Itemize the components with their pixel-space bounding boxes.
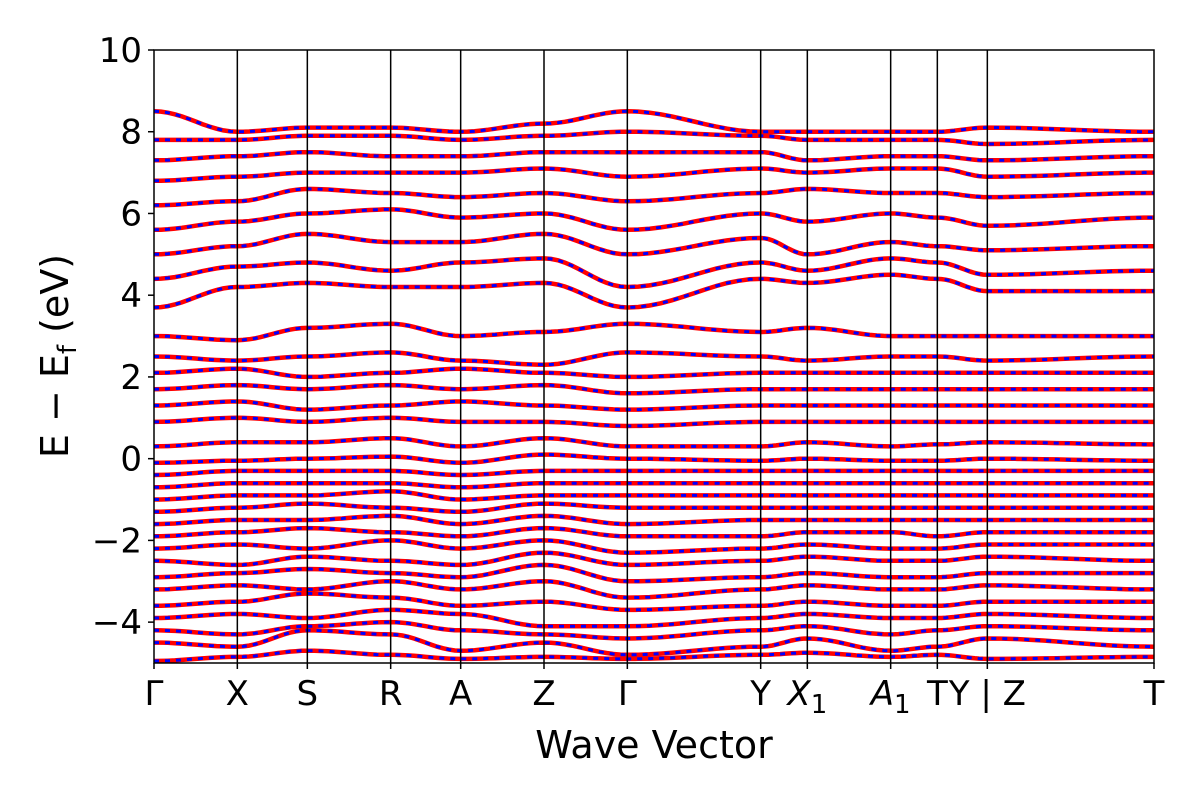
band-line-red — [153, 350, 1155, 367]
y-tick-label: 4 — [120, 276, 142, 316]
band-line-red — [154, 607, 1154, 629]
x-tick-label: Γ — [145, 674, 164, 714]
y-axis-title-subscript: f — [53, 344, 83, 354]
y-tick-label: 6 — [120, 194, 142, 234]
band-line-red — [153, 525, 1154, 539]
band-line-red — [154, 129, 1155, 147]
x-axis-title: Wave Vector — [535, 723, 773, 767]
x-tick-label: A1 — [869, 674, 911, 720]
x-tick-label: Y | Z — [948, 674, 1026, 714]
band-line-red — [153, 272, 1154, 310]
x-tick-label: X — [226, 674, 249, 714]
y-tick-label: −4 — [92, 603, 142, 643]
band-line-red — [153, 435, 1155, 449]
band-line-red — [153, 538, 1154, 555]
x-tick-label: Z — [532, 674, 555, 714]
y-axis-title-main: E − E — [33, 354, 77, 458]
y-tick-label: 10 — [99, 31, 142, 71]
x-tick-label: A — [449, 674, 472, 714]
plot-frame — [153, 49, 1155, 664]
x-tick-label: X1 — [785, 674, 827, 720]
kpoint-lines — [236, 50, 989, 663]
y-tick-label: 2 — [120, 358, 142, 398]
band-line-red — [153, 207, 1155, 233]
y-tick-label: −2 — [92, 521, 142, 561]
x-tick-label: T — [926, 674, 948, 714]
band-line-red — [153, 562, 1154, 584]
x-tick-label: S — [297, 674, 319, 714]
band-line-red — [154, 321, 1154, 343]
y-axis-title: E − Ef (eV) — [33, 254, 83, 458]
x-tick-label: Y — [749, 674, 771, 714]
bands-layer — [153, 109, 1155, 664]
band-line-red — [153, 186, 1155, 208]
x-tick-label: R — [379, 674, 403, 714]
band-line-red — [153, 109, 1154, 134]
y-tick-label: 0 — [120, 440, 142, 480]
y-axis: −4 −2 0 2 4 6 8 10 — [92, 31, 154, 643]
x-tick-label: Γ — [618, 674, 637, 714]
y-axis-title-unit: (eV) — [33, 254, 77, 345]
band-line-red — [153, 166, 1155, 184]
x-tick-label: T — [1143, 674, 1165, 714]
y-tick-label: 8 — [120, 113, 142, 153]
band-line-blue — [153, 232, 1154, 256]
